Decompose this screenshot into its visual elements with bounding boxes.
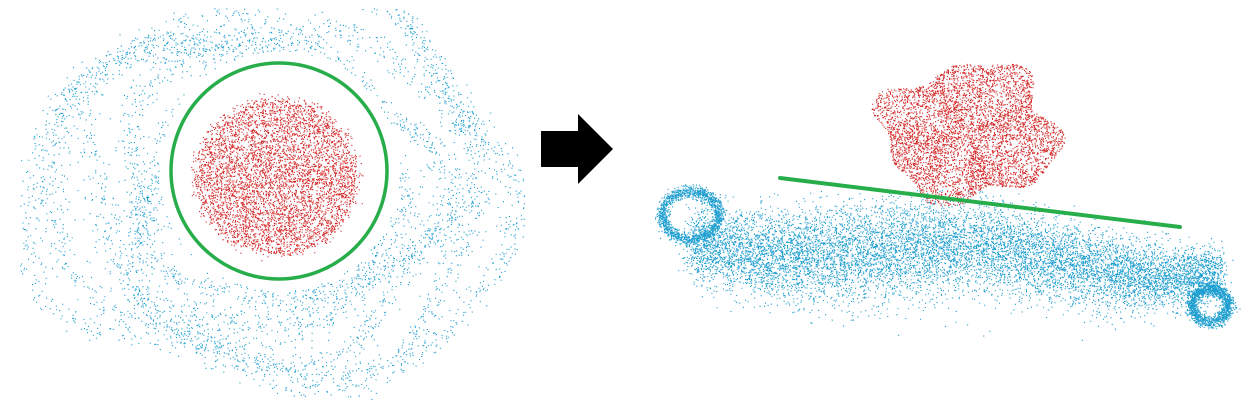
right-arrow-icon bbox=[541, 114, 613, 184]
scatter-points bbox=[871, 63, 1066, 207]
outer-class-points bbox=[655, 184, 1241, 341]
linear-decision-boundary bbox=[778, 176, 1182, 229]
circular-decision-boundary bbox=[169, 61, 389, 281]
inner-class-points bbox=[871, 63, 1066, 207]
scatter-points bbox=[191, 93, 364, 262]
inner-class-points bbox=[191, 93, 364, 262]
scatter-points bbox=[655, 184, 1241, 341]
before-panel bbox=[20, 8, 526, 401]
after-panel bbox=[655, 63, 1241, 341]
